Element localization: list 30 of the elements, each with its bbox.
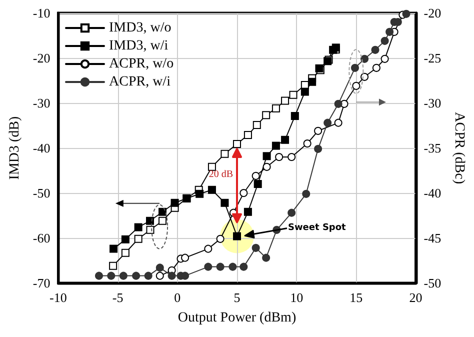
y-tick-label: -30	[32, 96, 50, 110]
y-tick-label: -70	[32, 276, 50, 290]
y-tick-label: -10	[32, 6, 50, 20]
legend-label: ACPR, w/i	[109, 74, 171, 90]
legend-label: ACPR, w/o	[109, 56, 174, 72]
y-axis-title: IMD3 (dB)	[8, 116, 22, 180]
y-tick-label: -20	[32, 50, 50, 66]
y2-tick-label: -35	[424, 140, 442, 156]
y2-tick-label: -30	[424, 96, 442, 110]
x-tick-label: -10	[50, 290, 67, 305]
x-tick-label: 15	[350, 290, 363, 305]
x-tick-label: 5	[234, 290, 240, 305]
x-tick-label: 0	[174, 290, 181, 305]
y2-tick-label: -50	[424, 276, 442, 290]
y-tick-label: -50	[32, 186, 50, 200]
legend-label: IMD3, w/i	[109, 38, 168, 54]
x-tick-label: -5	[112, 290, 124, 305]
x-tick-label: 20	[409, 290, 422, 305]
y-tick-label: -60	[32, 230, 50, 246]
y-tick-label: -40	[32, 140, 50, 156]
y2-tick-label: -20	[424, 6, 442, 20]
x-tick-label: 10	[290, 290, 304, 305]
x-axis-title: Output Power (dBm)	[178, 310, 296, 326]
annotation: 20 dB	[208, 169, 234, 180]
annotation: Sweet Spot	[288, 223, 347, 234]
legend-label: IMD3, w/o	[109, 20, 172, 36]
y2-axis-title: ACPR (dBc)	[452, 112, 466, 184]
y2-tick-label: -45	[424, 230, 442, 246]
y2-tick-label: -40	[424, 186, 442, 200]
y2-tick-label: -25	[424, 50, 442, 66]
